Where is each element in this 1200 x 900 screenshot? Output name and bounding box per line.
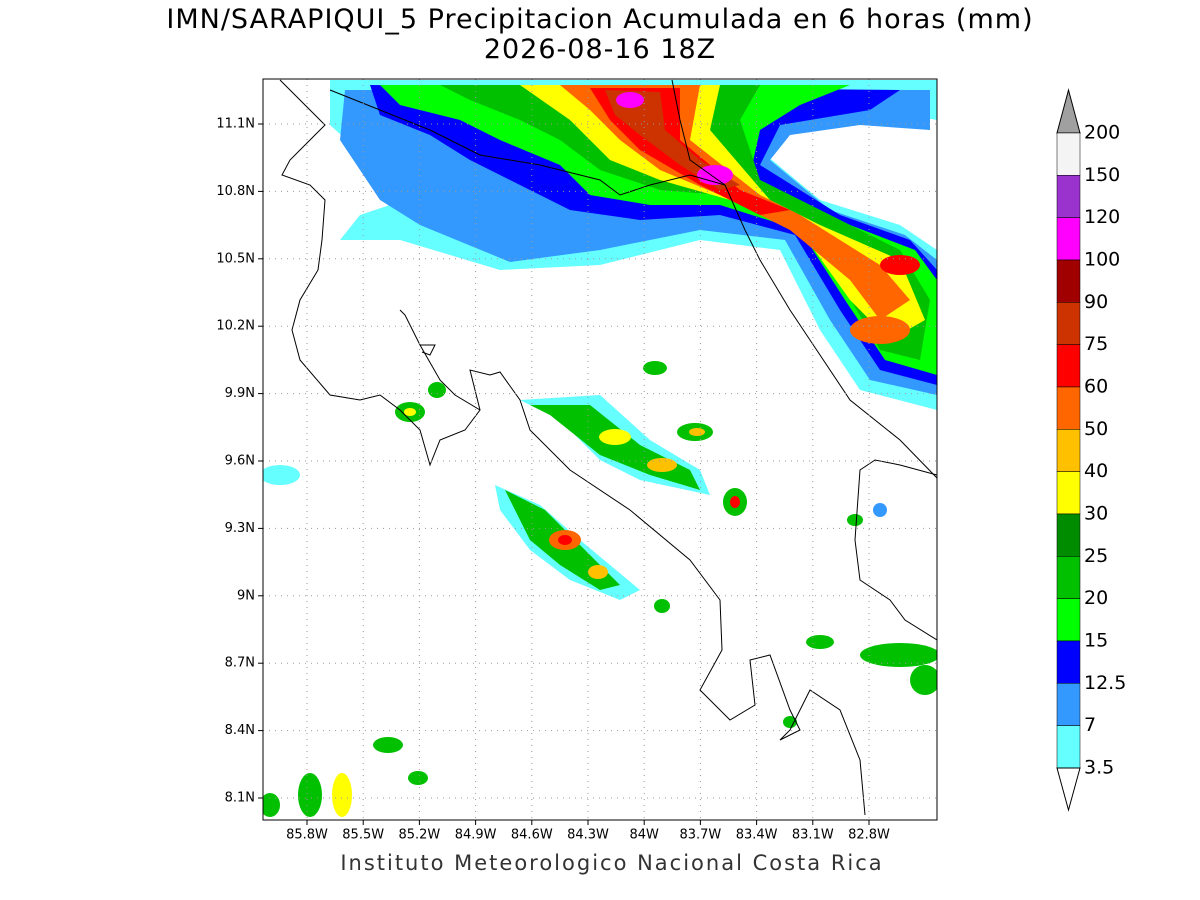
axis-ticks: 11.1N 10.8N 10.5N 10.2N 9.9N 9.6N 9.3N 9N 8.7N 8.… [216, 117, 890, 843]
legend-label: 25 [1084, 545, 1108, 567]
legend-swatch [1056, 683, 1081, 726]
lat-tick-label: 10.2N [216, 319, 255, 334]
legend-label: 120 [1084, 206, 1120, 228]
legend-label: 75 [1084, 333, 1108, 355]
legend-swatch [1056, 386, 1081, 430]
lon-tick-label: 83.1W [792, 828, 834, 843]
legend-swatch [1056, 429, 1081, 472]
legend-swatch [1056, 259, 1081, 303]
lon-tick-label: 85.2W [398, 828, 440, 843]
legend-swatch [1056, 175, 1081, 218]
lat-tick-label: 8.1N [225, 791, 255, 806]
title: IMN/SARAPIQUI_5 Precipitacion Acumulada … [166, 4, 1033, 35]
legend-label: 30 [1084, 502, 1108, 524]
lon-tick-label: 84.9W [455, 828, 497, 843]
legend-label: 200 [1084, 122, 1120, 144]
legend-label: 7 [1084, 714, 1096, 736]
legend-swatch [1056, 513, 1081, 557]
lon-tick-label: 85.5W [342, 828, 384, 843]
coastlines [279, 79, 937, 816]
lat-tick-label: 8.7N [225, 656, 255, 671]
color-legend: 200 150 120 100 90 75 60 50 40 30 25 20 15 12.5 7 3.5 [1056, 88, 1126, 812]
legend-swatch [1056, 556, 1081, 599]
legend-swatch [1056, 725, 1081, 769]
lat-tick-label: 9N [237, 588, 255, 603]
legend-swatch [1056, 217, 1081, 261]
legend-label: 15 [1084, 629, 1108, 651]
lat-tick-label: 10.5N [216, 251, 255, 266]
lon-tick-label: 83.4W [736, 828, 778, 843]
legend-swatch [1056, 471, 1081, 515]
legend-label: 3.5 [1084, 756, 1114, 778]
map-frame [262, 78, 938, 821]
lon-tick-label: 84.3W [567, 828, 609, 843]
lat-tick-label: 11.1N [216, 117, 255, 132]
lon-tick-label: 84.6W [511, 828, 553, 843]
legend-swatch [1056, 344, 1081, 388]
legend-under-triangle [1056, 767, 1081, 812]
lon-tick-label: 85.8W [286, 828, 328, 843]
lon-tick-label: 84W [629, 828, 659, 843]
lat-tick-label: 9.6N [225, 454, 255, 469]
legend-label: 12.5 [1084, 672, 1126, 694]
graticule [263, 79, 937, 820]
footer: Instituto Meteorologico Nacional Costa R… [340, 851, 883, 875]
lat-tick-label: 9.3N [225, 521, 255, 536]
legend-label: 100 [1084, 248, 1120, 270]
legend-swatch [1056, 640, 1081, 684]
legend-label: 150 [1084, 164, 1120, 186]
legend-over-triangle [1056, 88, 1081, 134]
legend-swatch [1056, 598, 1081, 642]
precip-field [263, 80, 937, 817]
legend-swatch [1056, 302, 1081, 345]
subtitle: 2026-08-16 18Z [484, 34, 716, 65]
lon-tick-label: 83.7W [679, 828, 721, 843]
legend-label: 50 [1084, 418, 1108, 440]
legend-label: 90 [1084, 291, 1108, 313]
legend-label: 20 [1084, 587, 1108, 609]
legend-swatch [1056, 132, 1081, 176]
lat-tick-label: 8.4N [225, 723, 255, 738]
legend-label: 60 [1084, 375, 1108, 397]
lat-tick-label: 9.9N [225, 386, 255, 401]
legend-label: 40 [1084, 460, 1108, 482]
lat-tick-label: 10.8N [216, 184, 255, 199]
lon-tick-label: 82.8W [848, 828, 890, 843]
